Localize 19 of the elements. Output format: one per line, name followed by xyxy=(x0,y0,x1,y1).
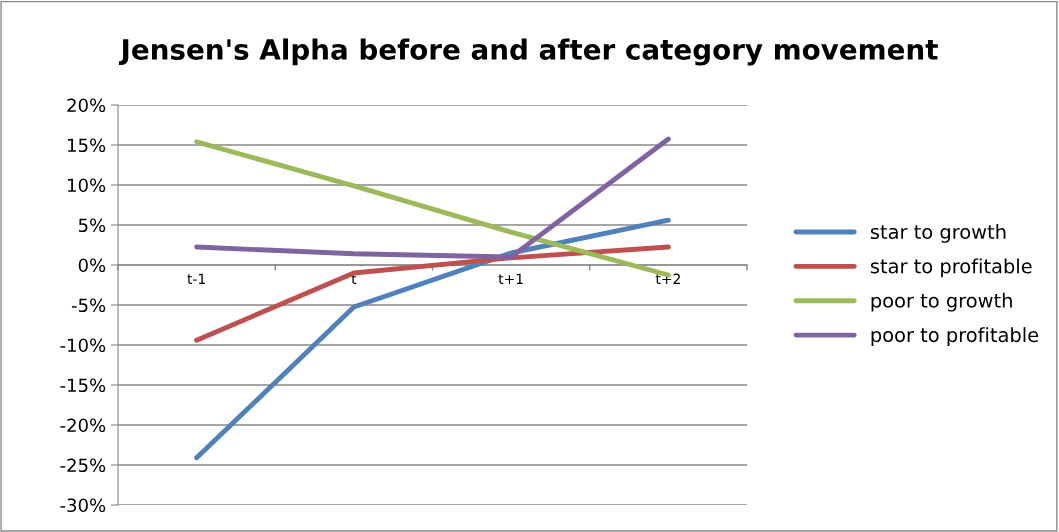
y-tick-label: -10% xyxy=(60,338,106,353)
y-tick-label: 10% xyxy=(68,178,106,193)
y-tick-label: 15% xyxy=(68,138,106,153)
y-tick-label: 5% xyxy=(78,218,106,233)
x-tick-label: t-1 xyxy=(187,273,205,284)
legend-label: poor to profitable xyxy=(871,327,1039,346)
legend-label: star to growth xyxy=(870,224,1006,243)
legend-label: star to profitable xyxy=(870,258,1032,278)
y-tick-label: -5% xyxy=(71,298,106,313)
y-tick-label: -30% xyxy=(60,498,106,513)
y-tick-label: 20% xyxy=(67,98,106,113)
x-tick-label: t+1 xyxy=(498,273,523,284)
legend-label: poor to growth xyxy=(871,292,1012,312)
y-tick-label: -25% xyxy=(60,458,106,473)
y-tick-label: -20% xyxy=(60,418,106,433)
y-tick-label: -15% xyxy=(60,378,106,393)
x-tick-label: t+2 xyxy=(655,273,680,284)
chart-title: Jensen's Alpha before and after category movement xyxy=(118,38,938,66)
y-tick-label: 0% xyxy=(78,258,106,273)
